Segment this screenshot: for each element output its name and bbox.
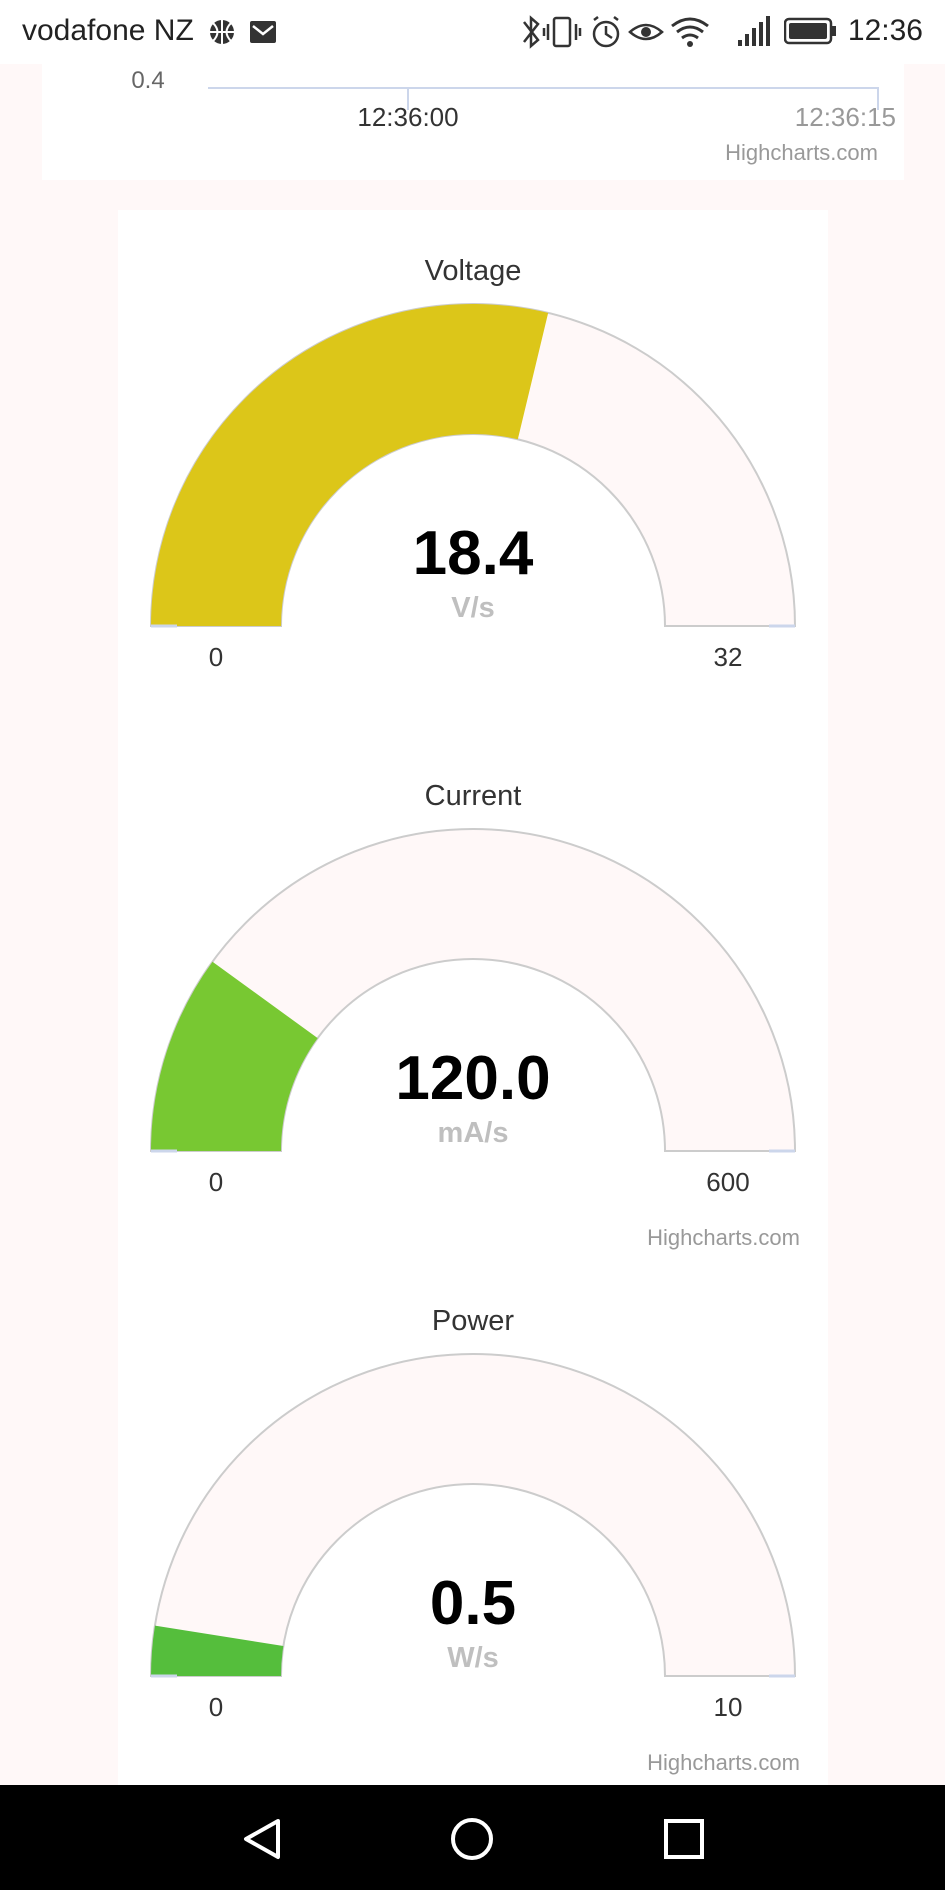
- highcharts-credit[interactable]: Highcharts.com: [647, 1750, 800, 1775]
- gauge-title: Current: [425, 780, 522, 812]
- gauge-value-label: 0.5: [430, 1569, 516, 1638]
- gauge-max-label: 10: [714, 1692, 743, 1722]
- gauge-background-band: [149, 828, 797, 1152]
- x-tick-label: 12:36:00: [357, 102, 458, 132]
- vibrate-icon: [542, 16, 582, 48]
- back-icon[interactable]: [240, 1817, 284, 1861]
- gauge-value-band: [151, 304, 549, 626]
- gauge-title: Voltage: [425, 255, 522, 287]
- status-bar: vodafone NZ: [0, 0, 945, 64]
- bluetooth-icon: [523, 15, 540, 49]
- y-tick-label: 0.4: [131, 67, 164, 94]
- signal-icon: [738, 16, 770, 46]
- home-icon[interactable]: [450, 1817, 494, 1861]
- highcharts-credit[interactable]: Highcharts.com: [725, 140, 878, 165]
- gauge-value-label: 18.4: [413, 519, 534, 588]
- basketball-icon: [210, 20, 234, 44]
- gauge-min-label: 0: [209, 1167, 223, 1197]
- gauge-unit-label: mA/s: [438, 1117, 509, 1149]
- gauge-min-label: 0: [209, 1692, 223, 1722]
- wifi-icon: [671, 17, 709, 47]
- x-tick-label: 12:36:15: [795, 102, 896, 132]
- navigation-bar: [0, 1785, 945, 1890]
- alarm-icon: [592, 16, 620, 48]
- gauges-chart: Voltage 18.4 V/s 0 32 Current 120.0 mA/s 0 600 Hig…: [149, 255, 800, 1775]
- top-chart: 0.4 12:36:00 12:36:15 Highcharts.com: [131, 67, 896, 165]
- gauge-max-label: 32: [714, 642, 743, 672]
- status-clock: 12:36: [847, 14, 923, 47]
- notification-icons: [210, 20, 276, 44]
- gauge-value-band: [151, 1625, 284, 1676]
- gauges-card: Voltage 18.4 V/s 0 32 Current 120.0 mA/s 0 600 Hig…: [118, 210, 828, 1785]
- top-chart-card: 0.4 12:36:00 12:36:15 Highcharts.com: [42, 64, 904, 180]
- battery-icon: [784, 17, 836, 45]
- gauge-background-band: [149, 1353, 797, 1677]
- gauge-min-label: 0: [209, 642, 223, 672]
- system-status-icons: [523, 15, 770, 49]
- highcharts-credit[interactable]: Highcharts.com: [647, 1225, 800, 1250]
- gauge-unit-label: W/s: [447, 1642, 499, 1674]
- gauge-value-label: 120.0: [395, 1044, 550, 1113]
- gauge-value-band: [151, 961, 318, 1151]
- mail-icon: [250, 21, 276, 43]
- gauge-unit-label: V/s: [451, 592, 495, 624]
- gauge-title: Power: [432, 1305, 515, 1337]
- recents-icon[interactable]: [662, 1817, 706, 1861]
- carrier-name: vodafone NZ: [22, 14, 194, 47]
- eye-icon: [628, 23, 664, 41]
- gauge-max-label: 600: [706, 1167, 749, 1197]
